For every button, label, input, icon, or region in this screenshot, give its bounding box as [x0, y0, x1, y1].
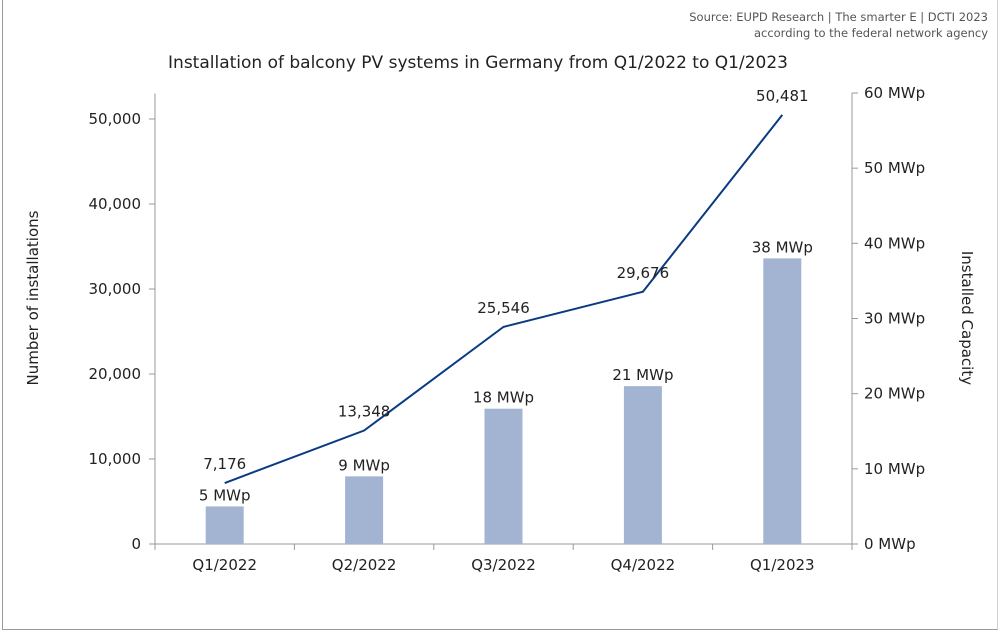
y2-axis-label: Installed Capacity: [958, 251, 976, 385]
bar: [623, 386, 662, 544]
line-data-label: 50,481: [756, 87, 809, 105]
y2-tick-label: 60 MWp: [864, 84, 925, 102]
bar-data-label: 9 MWp: [338, 456, 390, 474]
x-tick-label: Q4/2022: [611, 556, 676, 574]
line-data-label: 29,676: [617, 264, 670, 282]
y2-tick-label: 40 MWp: [864, 234, 925, 252]
bar-data-label: 18 MWp: [473, 389, 534, 407]
installations-line: [224, 114, 784, 484]
line-data-label: 7,176: [203, 455, 246, 473]
y-tick-label: 30,000: [89, 280, 142, 298]
source-note: Source: EUPD Research | The smarter E | …: [689, 10, 988, 24]
bar-data-label: 5 MWp: [199, 486, 251, 504]
x-tick-label: Q3/2022: [471, 556, 536, 574]
bar: [205, 506, 244, 544]
y-axis-label: Number of installations: [24, 210, 42, 385]
bar: [763, 258, 802, 544]
line-data-label: 13,348: [338, 403, 391, 421]
chart-title: Installation of balcony PV systems in Ge…: [168, 53, 788, 73]
bar: [345, 476, 384, 544]
bar-data-label: 21 MWp: [612, 366, 673, 384]
x-tick-label: Q1/2023: [750, 556, 815, 574]
y-tick-label: 40,000: [89, 195, 142, 213]
source-note-2: according to the federal network agency: [753, 26, 988, 40]
y-tick-label: 10,000: [89, 450, 142, 468]
line-data-label: 25,546: [477, 299, 530, 317]
bar-data-label: 38 MWp: [752, 238, 813, 256]
y2-tick-label: 30 MWp: [864, 310, 925, 328]
x-tick-label: Q2/2022: [332, 556, 397, 574]
y-tick-label: 20,000: [89, 365, 142, 383]
y2-tick-label: 10 MWp: [864, 460, 925, 478]
x-tick-label: Q1/2022: [192, 556, 257, 574]
y-tick-label: 0: [131, 535, 141, 553]
bar: [484, 408, 523, 544]
y2-tick-label: 20 MWp: [864, 385, 925, 403]
y2-tick-label: 50 MWp: [864, 159, 925, 177]
y-tick-label: 50,000: [89, 110, 142, 128]
y2-tick-label: 0 MWp: [864, 535, 916, 553]
